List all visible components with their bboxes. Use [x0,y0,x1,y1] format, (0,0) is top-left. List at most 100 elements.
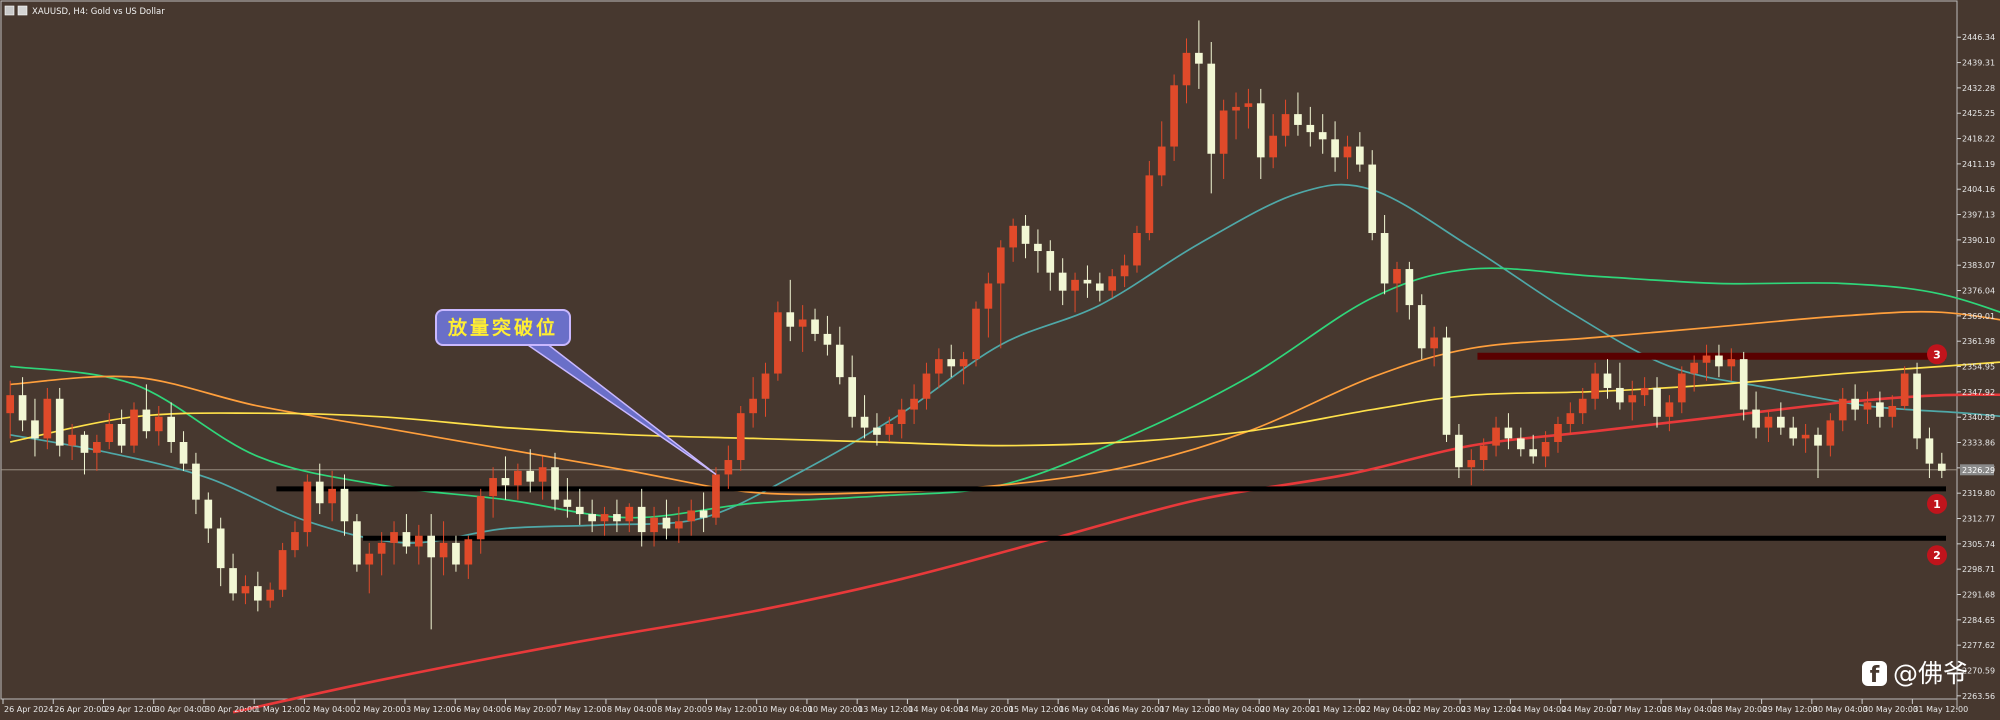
time-tick-label: 16 May 20:00 [1109,705,1164,714]
time-tick-label: 17 May 12:00 [1160,705,1215,714]
candle-bear [1195,52,1203,64]
candle-bull [1628,395,1637,403]
candle-bear [551,467,559,500]
candle-bull [650,517,658,533]
candle-bull [1591,373,1599,399]
candle-bear [1851,398,1859,410]
price-tick-label: 2319.80 [1962,489,1995,498]
time-tick-label: 23 May 12:00 [1461,705,1516,714]
time-tick-label: 10 May 04:00 [758,705,813,714]
candle-bull [303,481,312,533]
level-marker-3: 3 [1927,344,1947,365]
candle-bear [1021,225,1030,244]
candle-bear [860,416,869,428]
price-tick-label: 2425.25 [1962,109,1995,118]
candle-bull [1219,110,1228,154]
candle-bull [935,359,943,374]
candle-bull [1182,52,1191,86]
candle-bull [1343,146,1352,158]
candle-bull [1826,420,1835,446]
time-tick-label: 22 May 04:00 [1361,705,1416,714]
time-tick-label: 10 May 20:00 [808,705,863,714]
candle-bear [1034,243,1042,252]
candle-bull [489,478,497,497]
candle-bear [167,416,175,443]
watermark-text: @佛爷 [1893,659,1968,688]
candle-bear [55,398,64,446]
candle-bear [353,521,361,565]
candle-bear [823,333,832,345]
time-tick-label: 8 May 04:00 [607,705,657,714]
time-tick-label: 26 Apr 20:00 [54,705,106,714]
candle-bull [1677,373,1686,403]
time-tick-label: 2 May 20:00 [356,705,406,714]
price-tick-label: 2439.31 [1962,59,1995,68]
candle-bull [910,398,918,410]
chart-type-icon[interactable] [17,5,28,16]
candle-bull [1009,225,1017,248]
candle-bull [538,467,547,482]
price-tick-label: 2347.92 [1962,388,1995,397]
candle-bear [1294,114,1302,125]
candle-bear [1455,434,1463,468]
candle-bull [687,510,696,522]
callout-label: 放量突破位 [447,316,558,339]
candle-bull [1157,146,1166,176]
candle-bear [501,478,510,486]
time-tick-label: 9 May 12:00 [707,705,757,714]
candle-bull [996,247,1005,284]
candle-bear [1356,146,1364,165]
candle-bear [526,470,535,482]
current-price-box [1960,464,1994,476]
candle-bear [31,420,39,439]
moving-average-line [10,267,2000,519]
time-tick-label: 22 May 20:00 [1411,705,1466,714]
price-tick-label: 2404.16 [1962,185,1995,194]
candle-bear [117,423,126,446]
time-tick-label: 27 May 12:00 [1612,705,1667,714]
time-tick-label: 28 May 04:00 [1662,705,1717,714]
time-tick-label: 16 May 04:00 [1059,705,1114,714]
candle-bear [563,499,572,507]
candle-bull [291,532,299,551]
candle-bull [1888,405,1897,417]
candle-bear [1256,103,1265,158]
candle-bull [241,586,250,594]
candle-bear [1083,279,1092,284]
price-tick-label: 2263.56 [1962,692,1995,701]
level-marker-label: 2 [1933,549,1941,562]
candle-bear [402,532,411,547]
candle-bull [674,521,683,529]
candle-bear [229,568,237,594]
price-tick-label: 2284.65 [1962,616,1995,625]
candle-bull [1430,337,1438,349]
candle-bull [1727,359,1736,367]
price-tick-label: 2340.89 [1962,413,1995,422]
window-menu-icon[interactable] [4,5,15,16]
candle-bear [1417,305,1426,349]
level-marker-label: 3 [1933,348,1941,361]
candle-bear [1095,283,1104,291]
candle-bear [1814,434,1822,446]
candle-bull [625,506,634,522]
candle-bull [93,442,101,453]
level-marker-2: 2 [1927,545,1947,566]
level-markers: 1 2 3 [1927,344,1947,566]
candle-bear [1306,124,1315,133]
candle-bull [1554,423,1562,443]
candle-bull [1269,135,1278,158]
candle-bull [1900,373,1909,406]
candle-bear [1504,427,1513,439]
breakout-callout: 放量突破位 [435,309,717,476]
candle-bear [1616,387,1624,403]
candle-bull [959,359,968,367]
time-tick-label: 28 May 20:00 [1712,705,1767,714]
candle-bull [105,423,114,443]
candle-bear [699,510,708,518]
candle-bull [1640,387,1649,396]
price-tick-label: 2305.74 [1962,540,1995,549]
candle-bull [6,395,15,414]
moving-average-line [10,183,2000,544]
